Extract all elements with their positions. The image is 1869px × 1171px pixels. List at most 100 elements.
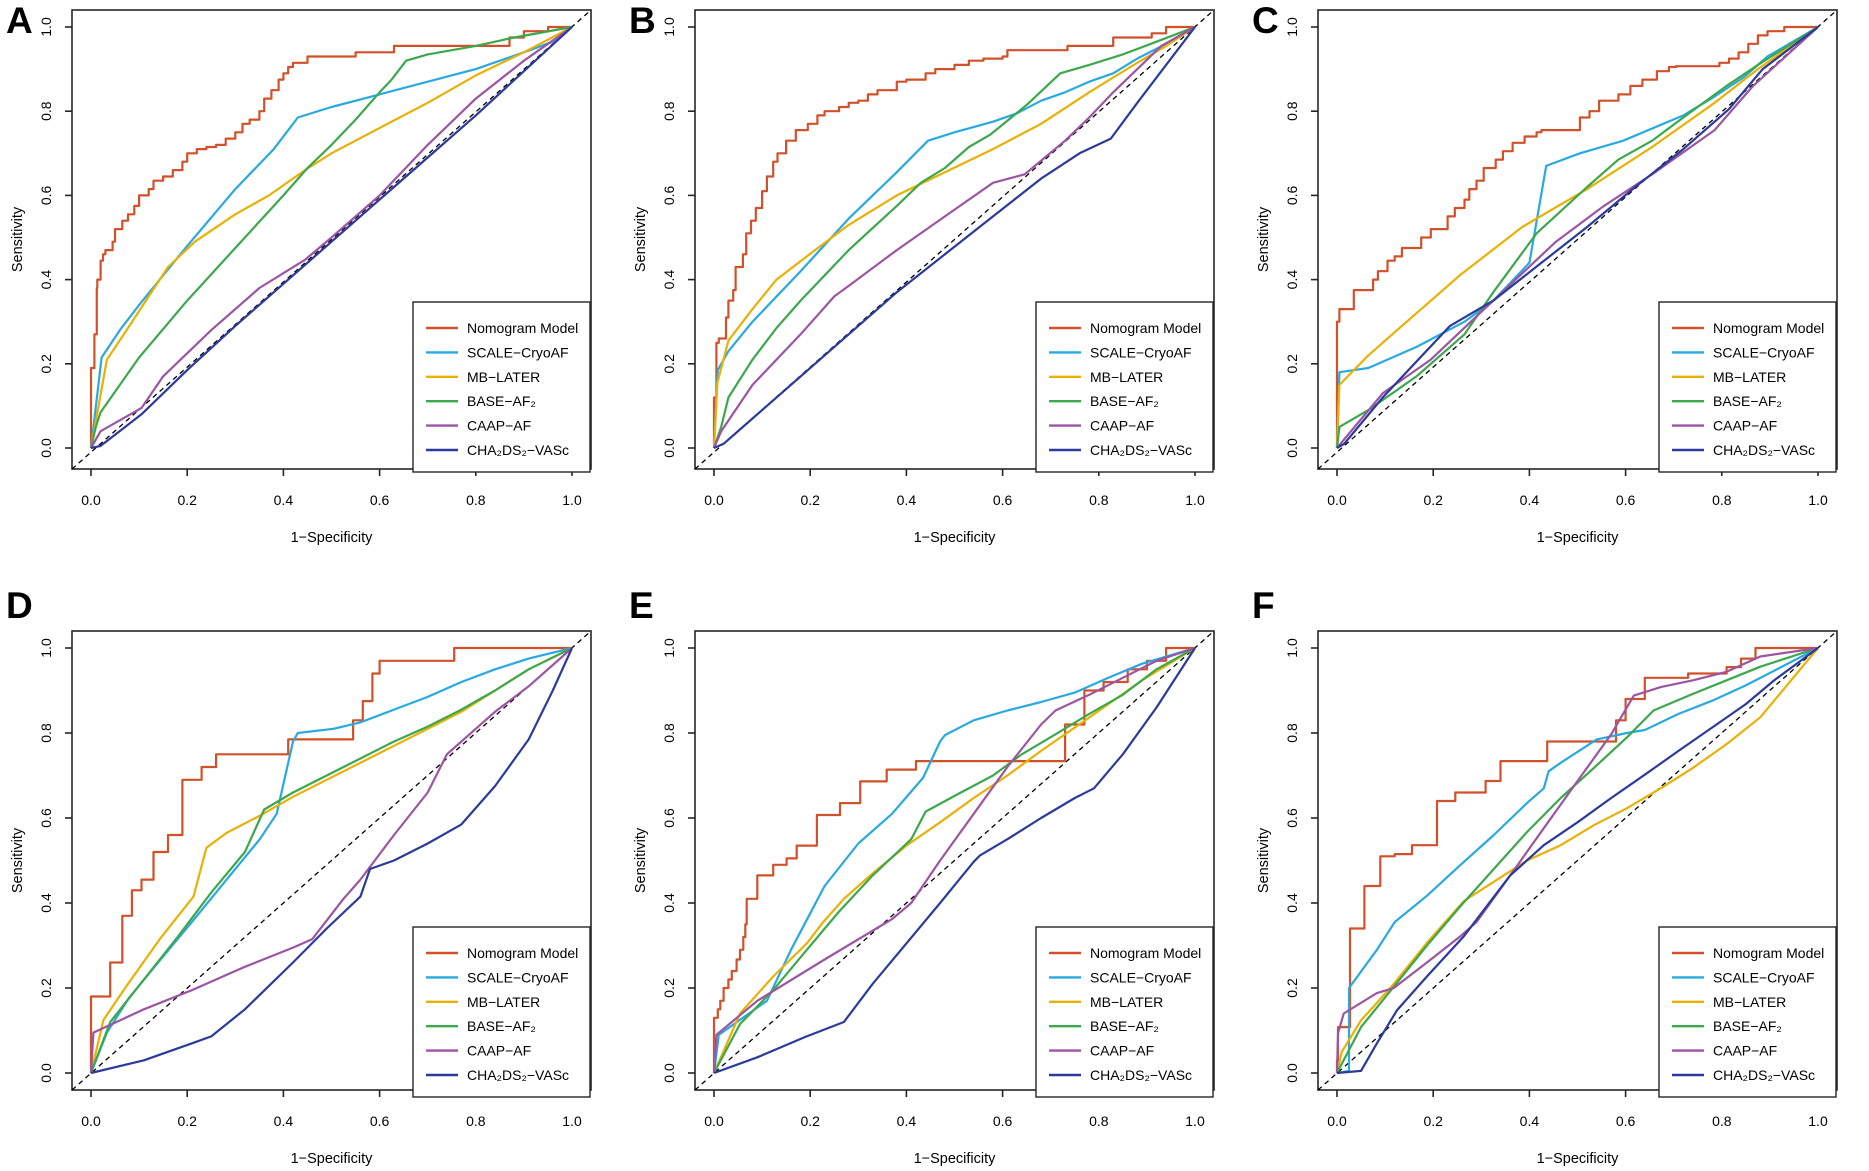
- roc-curve-6: [1336, 647, 1819, 1075]
- x-axis-title: 1−Specificity: [291, 530, 374, 546]
- x-tick-label: 0.0: [704, 1113, 724, 1129]
- legend: Nomogram Model SCALE−CryoAF MB−LATER BASE−A…: [1035, 301, 1214, 473]
- y-tick-label: 0.4: [661, 893, 677, 913]
- y-tick-label: 0.8: [38, 723, 54, 743]
- roc-panel-a: A 0.0 0.2 0.4 0.6 0.8 1.0 0.0 0.2 0.4 0.6 0.8 1.0 1−…: [0, 0, 623, 585]
- x-tick-label: 1.0: [1808, 492, 1828, 508]
- plot-box: [71, 630, 592, 1091]
- legend-label: Nomogram Model: [1090, 320, 1201, 336]
- reference-diagonal: [71, 9, 592, 470]
- y-tick-label: 0.2: [1284, 354, 1300, 374]
- y-axis-title: Sensitivity: [10, 206, 26, 272]
- roc-chart-e: 0.0 0.2 0.4 0.6 0.8 1.0 0.0 0.2 0.4 0.6 0.8 1.0 1−Sp…: [633, 630, 1215, 1167]
- x-tick-label: 0.2: [1423, 492, 1443, 508]
- y-tick-label: 0.2: [38, 354, 54, 374]
- roc-curve-4: [1336, 646, 1819, 1074]
- x-tick-label: 0.6: [1616, 492, 1636, 508]
- legend-box: [1658, 301, 1837, 473]
- roc-curve-2: [712, 26, 1196, 449]
- legend: Nomogram Model SCALE−CryoAF MB−LATER BASE−A…: [1035, 926, 1214, 1098]
- y-tick-label: 0.8: [1284, 723, 1300, 743]
- x-tick-label: 0.6: [370, 492, 390, 508]
- y-tick-label: 1.0: [1284, 17, 1300, 37]
- legend-label: SCALE−CryoAF: [1090, 969, 1192, 985]
- roc-curve-5: [1335, 646, 1819, 1074]
- y-tick-label: 0.8: [1284, 101, 1300, 121]
- roc-panel-f: F 0.0 0.2 0.4 0.6 0.8 1.0 0.0 0.2 0.4 0.6 0.8 1.0 1−…: [1246, 585, 1869, 1171]
- roc-curve-4: [713, 647, 1196, 1074]
- roc-curve-6: [90, 647, 574, 1075]
- y-tick-label: 0.2: [1284, 978, 1300, 998]
- legend-label: BASE−AF₂: [467, 1018, 536, 1034]
- legend: Nomogram Model SCALE−CryoAF MB−LATER BASE−A…: [1658, 301, 1837, 473]
- x-tick-label: 0.4: [1520, 1113, 1540, 1129]
- x-tick-label: 0.6: [370, 1113, 390, 1129]
- roc-curve-1: [1335, 25, 1818, 448]
- y-tick-label: 1.0: [1284, 638, 1300, 658]
- roc-curve-6: [713, 647, 1196, 1075]
- legend-label: SCALE−CryoAF: [467, 969, 569, 985]
- legend-label: CAAP−AF: [1713, 418, 1777, 434]
- legend-label: BASE−AF₂: [1713, 1018, 1782, 1034]
- legend: Nomogram Model SCALE−CryoAF MB−LATER BASE−A…: [412, 301, 591, 473]
- x-tick-label: 0.4: [897, 1113, 917, 1129]
- x-tick-label: 0.2: [800, 492, 820, 508]
- reference-diagonal: [694, 630, 1215, 1091]
- legend-box: [1658, 926, 1837, 1098]
- roc-curve-2: [1336, 647, 1819, 1075]
- roc-curve-3: [712, 647, 1196, 1074]
- legend-label: SCALE−CryoAF: [467, 344, 569, 360]
- legend-label: BASE−AF₂: [1090, 1018, 1159, 1034]
- y-tick-label: 0.8: [38, 101, 54, 121]
- legend-box: [1035, 926, 1214, 1098]
- legend-label: Nomogram Model: [1713, 320, 1824, 336]
- roc-curve-1: [89, 25, 572, 448]
- x-tick-label: 0.2: [1423, 1113, 1443, 1129]
- panel-label-c: C: [1252, 0, 1279, 41]
- y-tick-label: 0.6: [1284, 808, 1300, 828]
- roc-curve-3: [89, 26, 573, 449]
- x-tick-label: 1.0: [1808, 1113, 1828, 1129]
- legend-label: MB−LATER: [1090, 369, 1163, 385]
- x-tick-label: 0.8: [1712, 1113, 1732, 1129]
- x-tick-label: 0.8: [1712, 492, 1732, 508]
- legend-label: CAAP−AF: [467, 1043, 531, 1059]
- x-tick-label: 0.4: [274, 1113, 294, 1129]
- y-tick-label: 0.0: [661, 438, 677, 458]
- x-tick-label: 0.8: [1089, 492, 1109, 508]
- legend-label: Nomogram Model: [467, 945, 578, 961]
- roc-curve-1: [1335, 646, 1818, 1073]
- x-tick-label: 0.0: [704, 492, 724, 508]
- roc-curve-2: [89, 26, 573, 449]
- legend-label: CHA₂DS₂−VASc: [467, 442, 569, 458]
- roc-curve-5: [90, 26, 573, 449]
- roc-chart-a: 0.0 0.2 0.4 0.6 0.8 1.0 0.0 0.2 0.4 0.6 0.8 1.0 1−Sp…: [10, 9, 592, 546]
- roc-curve-3: [89, 647, 573, 1074]
- legend-label: CAAP−AF: [1090, 418, 1154, 434]
- reference-diagonal: [1317, 630, 1838, 1091]
- legend-label: CHA₂DS₂−VASc: [1090, 1067, 1192, 1083]
- reference-diagonal: [71, 630, 592, 1091]
- x-tick-label: 0.4: [274, 492, 294, 508]
- legend-label: CAAP−AF: [1090, 1043, 1154, 1059]
- legend-label: CAAP−AF: [467, 418, 531, 434]
- plot-box: [71, 9, 592, 470]
- roc-curve-6: [1336, 26, 1819, 449]
- legend-label: CHA₂DS₂−VASc: [1713, 1067, 1815, 1083]
- x-tick-label: 0.0: [81, 492, 101, 508]
- legend-label: CHA₂DS₂−VASc: [1713, 442, 1815, 458]
- y-tick-label: 0.2: [38, 978, 54, 998]
- roc-panel-d: D 0.0 0.2 0.4 0.6 0.8 1.0 0.0 0.2 0.4 0.6 0.8 1.0 1−…: [0, 585, 623, 1171]
- roc-chart-c: 0.0 0.2 0.4 0.6 0.8 1.0 0.0 0.2 0.4 0.6 0.8 1.0 1−Sp…: [1256, 9, 1838, 546]
- x-tick-label: 0.8: [1089, 1113, 1109, 1129]
- y-tick-label: 1.0: [38, 638, 54, 658]
- roc-curve-5: [89, 647, 573, 1074]
- legend-label: CHA₂DS₂−VASc: [1090, 442, 1192, 458]
- y-tick-label: 0.2: [661, 978, 677, 998]
- x-axis-title: 1−Specificity: [1537, 530, 1620, 546]
- legend-label: SCALE−CryoAF: [1713, 344, 1815, 360]
- x-tick-label: 0.2: [177, 1113, 197, 1129]
- roc-curve-6: [90, 26, 573, 450]
- legend-label: BASE−AF₂: [467, 393, 536, 409]
